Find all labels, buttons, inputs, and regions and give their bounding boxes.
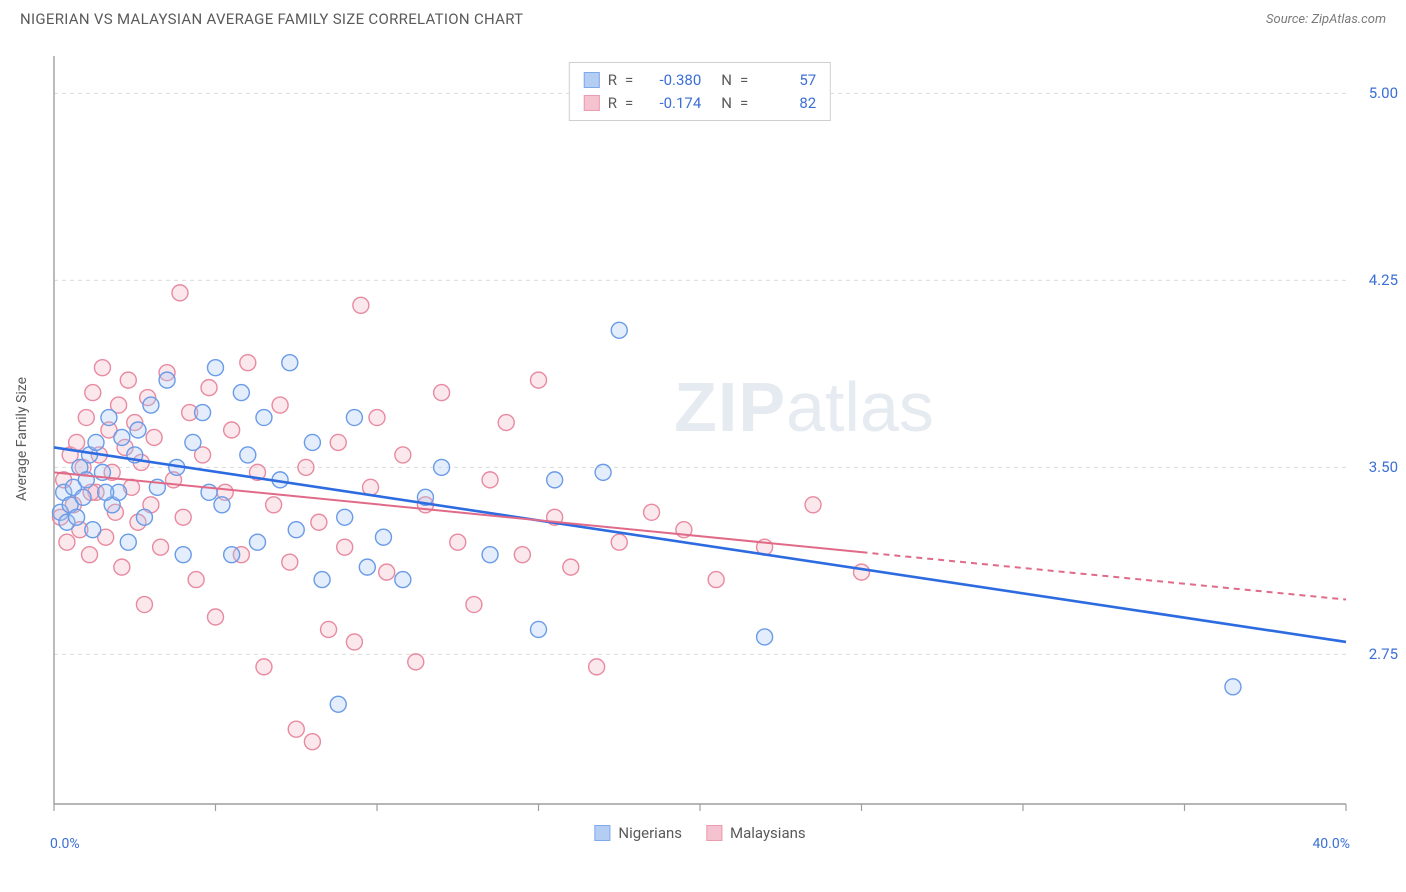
chart-title: NIGERIAN VS MALAYSIAN AVERAGE FAMILY SIZ… <box>20 10 523 28</box>
scatter-plot-svg <box>50 44 1350 834</box>
y-tick-label: 5.00 <box>1369 84 1398 102</box>
chart-header: NIGERIAN VS MALAYSIAN AVERAGE FAMILY SIZ… <box>0 0 1406 34</box>
chart-source: Source: ZipAtlas.com <box>1266 12 1386 27</box>
chart-area: Average Family Size ZIPatlas R = -0.380 … <box>50 44 1350 834</box>
y-tick-label: 4.25 <box>1369 271 1398 289</box>
legend-item-malaysians: Malaysians <box>706 824 806 842</box>
swatch-malaysians <box>584 95 600 111</box>
y-axis-label: Average Family Size <box>14 377 30 501</box>
series-legend: Nigerians Malaysians <box>594 824 805 842</box>
x-axis-max-label: 40.0% <box>1312 836 1350 852</box>
legend-row-nigerians: R = -0.380 N = 57 <box>584 69 816 92</box>
legend-item-nigerians: Nigerians <box>594 824 682 842</box>
swatch-malaysians <box>706 825 722 841</box>
swatch-nigerians <box>594 825 610 841</box>
y-tick-label: 3.50 <box>1369 458 1398 476</box>
x-axis-min-label: 0.0% <box>50 836 80 852</box>
correlation-legend: R = -0.380 N = 57 R = -0.174 N = 82 <box>569 62 831 121</box>
legend-row-malaysians: R = -0.174 N = 82 <box>584 92 816 115</box>
y-tick-label: 2.75 <box>1369 645 1398 663</box>
swatch-nigerians <box>584 72 600 88</box>
